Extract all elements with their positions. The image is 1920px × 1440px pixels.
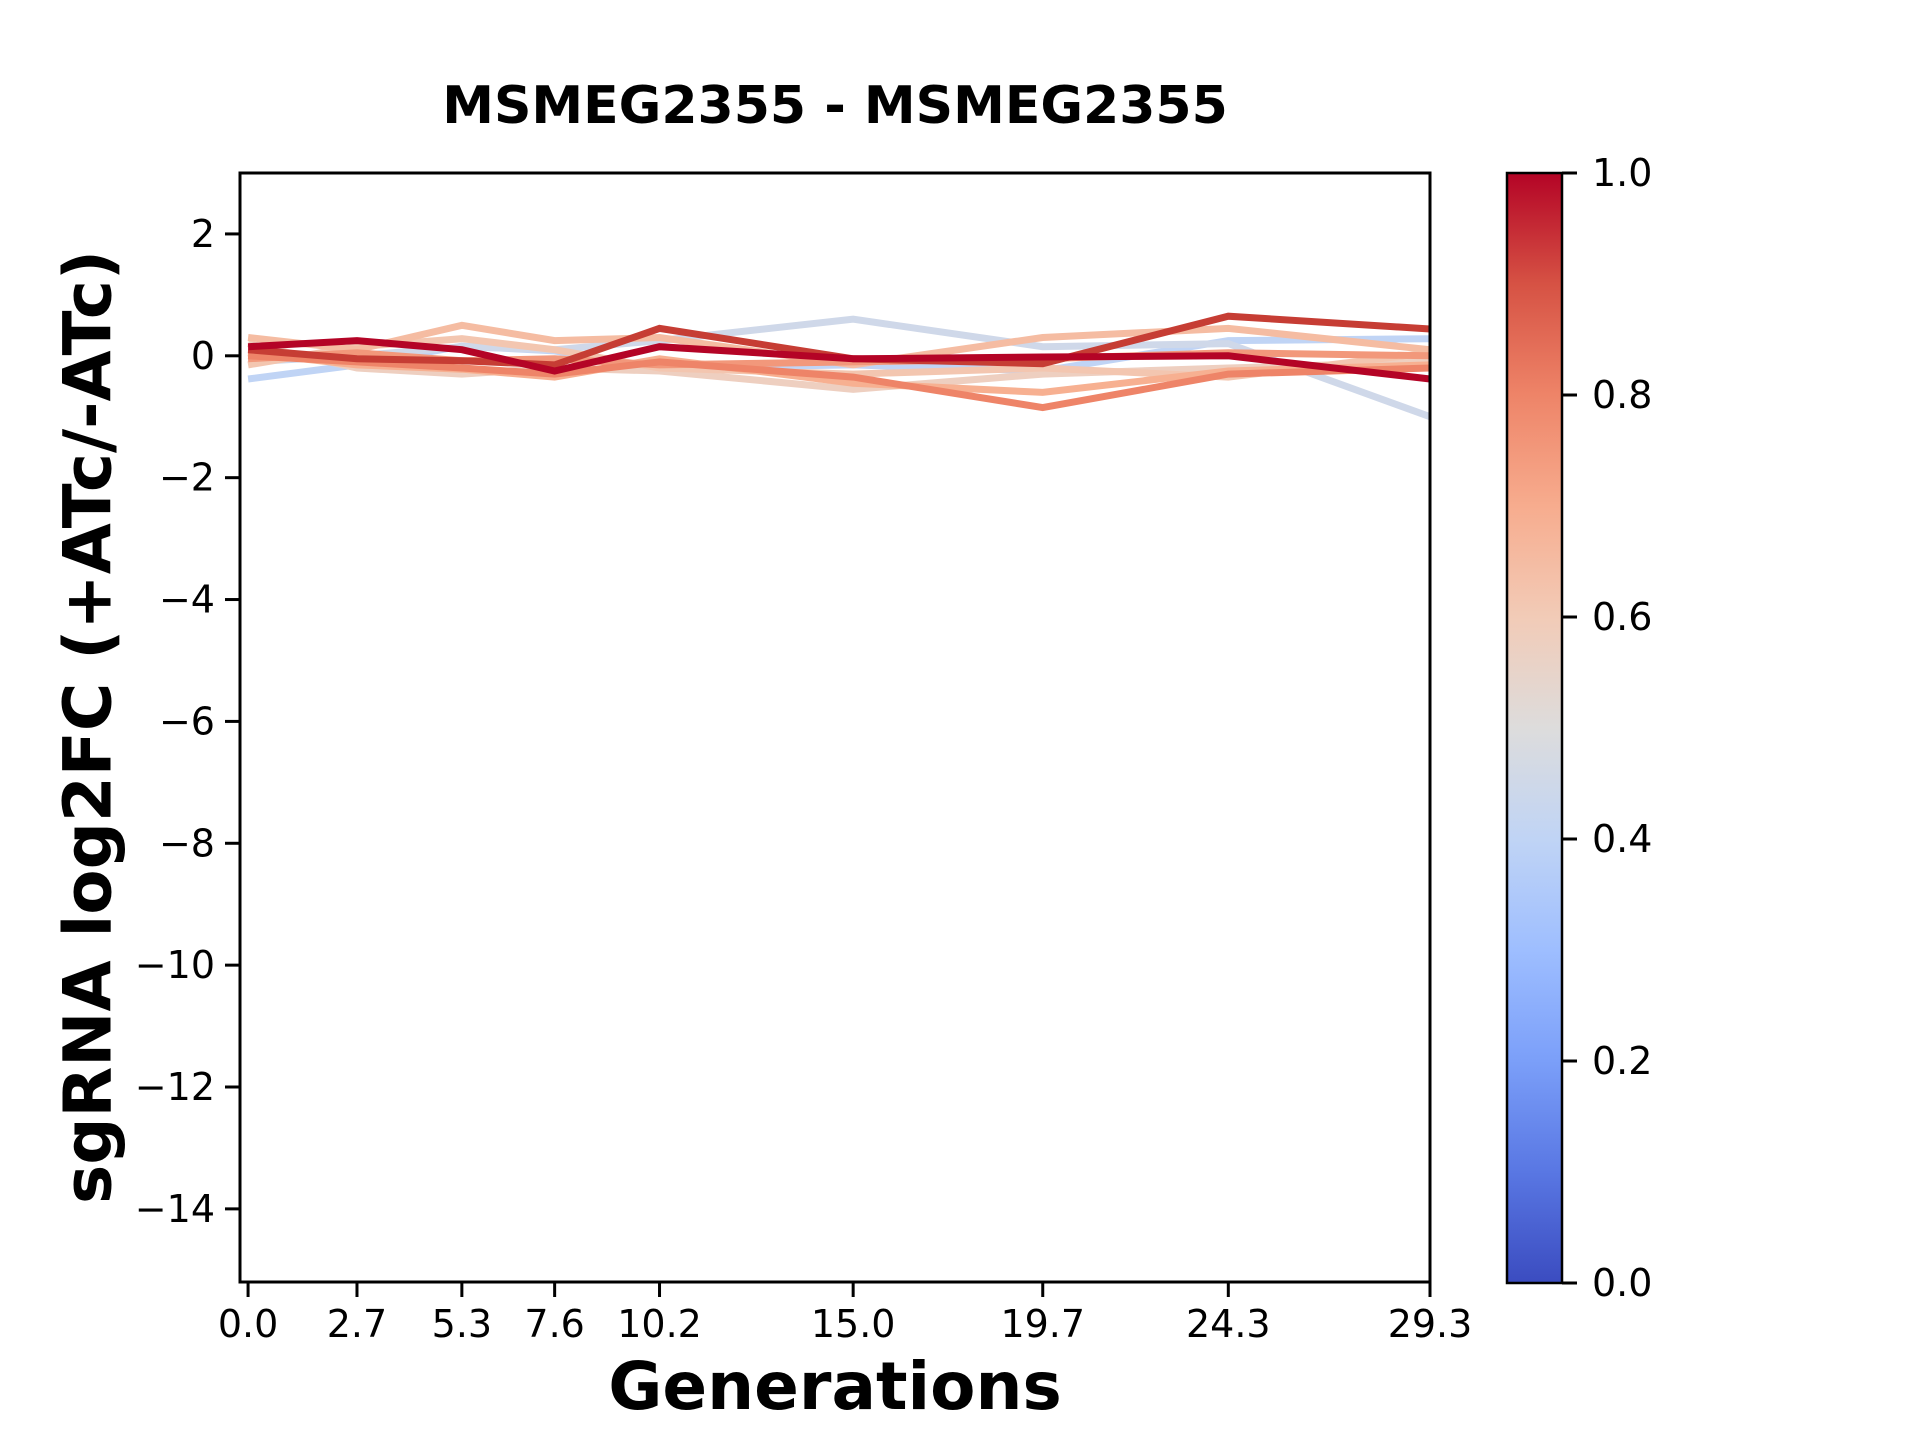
x-tick-label: 10.2 xyxy=(617,1302,702,1346)
colorbar-tick-label: 0.6 xyxy=(1592,595,1652,639)
x-tick-label: 0.0 xyxy=(218,1302,278,1346)
y-tick-label: −8 xyxy=(159,821,215,865)
axes-group: 0.0 2.7 5.3 7.6 10.2 15.0 19.7 24.3 29.3 2 0 −2 −4 −6… xyxy=(135,171,1473,1346)
x-tick-label: 5.3 xyxy=(432,1302,492,1346)
colorbar-tick-label: 0.8 xyxy=(1592,373,1652,417)
series-lines-group xyxy=(247,312,1432,420)
y-tick-label: −2 xyxy=(159,456,215,500)
axes-frame xyxy=(238,171,1432,1284)
colorbar-tick-label: 0.0 xyxy=(1592,1261,1652,1305)
plot-title: MSMEG2355 - MSMEG2355 xyxy=(442,76,1228,136)
x-axis-label: Generations xyxy=(608,1348,1062,1425)
x-tick-label: 7.6 xyxy=(524,1302,584,1346)
colorbar-tick-label: 0.4 xyxy=(1592,817,1652,861)
x-tick-label: 29.3 xyxy=(1388,1302,1473,1346)
x-tick-label: 15.0 xyxy=(811,1302,896,1346)
colorbar-group: 1.0 0.8 0.6 0.4 0.2 0.0 xyxy=(1505,151,1652,1305)
y-tick-label: −10 xyxy=(135,943,215,987)
y-tick-label: −12 xyxy=(135,1065,215,1109)
y-tick-label: 0 xyxy=(191,334,215,378)
series-line-sgRNA-8 xyxy=(247,352,1431,412)
series-line-sgRNA-10 xyxy=(247,337,1431,383)
x-tick-label: 2.7 xyxy=(327,1302,387,1346)
x-tick-label: 24.3 xyxy=(1186,1302,1271,1346)
y-tick-label: −4 xyxy=(159,578,215,622)
colorbar-tick-label: 1.0 xyxy=(1592,151,1652,195)
series-line-sgRNA-9 xyxy=(247,312,1431,369)
x-tick-label: 19.7 xyxy=(1000,1302,1085,1346)
colorbar-tick-label: 0.2 xyxy=(1592,1039,1652,1083)
y-tick-label: 2 xyxy=(191,212,215,256)
y-tick-label: −6 xyxy=(159,699,215,743)
colorbar-bar xyxy=(1505,171,1564,1285)
y-tick-label: −14 xyxy=(135,1187,215,1231)
